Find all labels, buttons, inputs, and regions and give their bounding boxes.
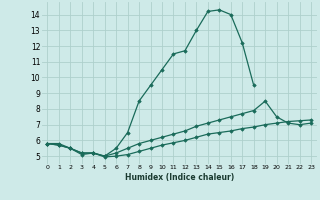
X-axis label: Humidex (Indice chaleur): Humidex (Indice chaleur) [124,173,234,182]
